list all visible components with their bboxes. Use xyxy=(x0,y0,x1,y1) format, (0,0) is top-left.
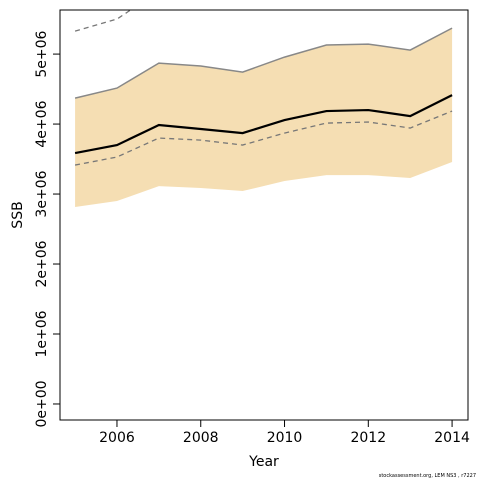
y-tick-label: 5e+06 xyxy=(34,30,50,77)
x-tick-label: 2010 xyxy=(267,430,303,446)
estimate-line xyxy=(74,94,453,155)
y-axis-label: SSB xyxy=(10,201,26,228)
y-tick-label: 3e+06 xyxy=(34,170,50,217)
y-tick-label: 1e+06 xyxy=(34,310,50,357)
y-tick-label: 2e+06 xyxy=(34,240,50,287)
x-tick-label: 2012 xyxy=(350,430,386,446)
band-upper-edge xyxy=(74,27,453,99)
x-tick-label: 2006 xyxy=(99,430,135,446)
confidence-band xyxy=(75,28,453,208)
y-tick-label: 0e+00 xyxy=(34,380,50,427)
y-tick-label: 4e+06 xyxy=(34,100,50,147)
x-tick-label: 2008 xyxy=(183,430,219,446)
dashed-line xyxy=(74,10,132,32)
footnote: stockassessment.org, LEM NS3 , r7227 xyxy=(379,473,476,479)
x-axis-label: Year xyxy=(248,454,279,470)
x-tick-label: 2014 xyxy=(434,430,470,446)
dashed-line xyxy=(74,110,453,166)
